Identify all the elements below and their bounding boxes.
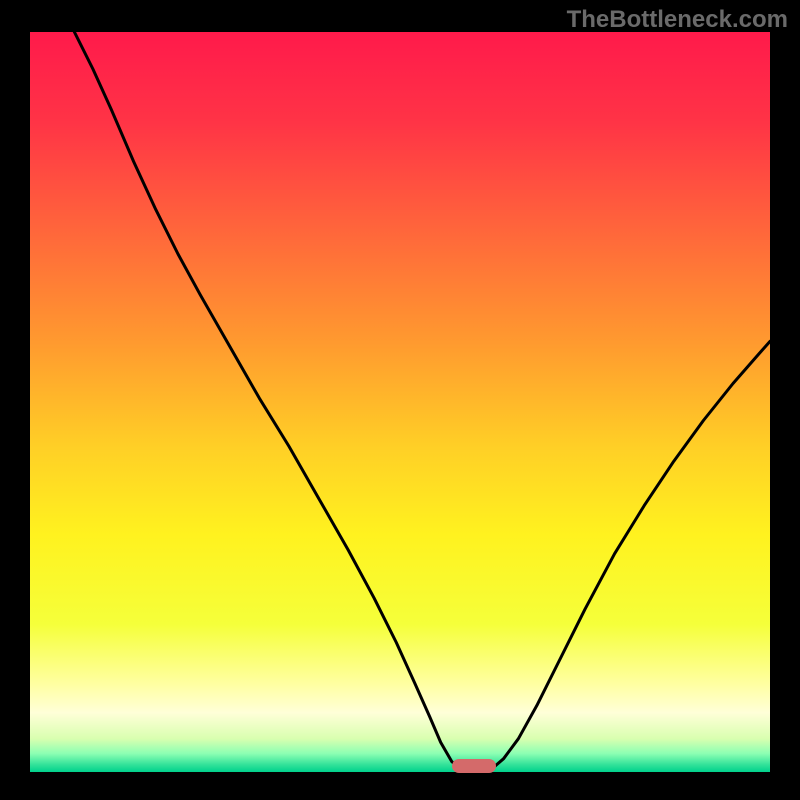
bottleneck-curve-path (74, 32, 770, 772)
plot-area (30, 32, 770, 772)
optimum-marker (452, 759, 496, 774)
bottleneck-curve-svg (30, 32, 770, 772)
watermark-text: TheBottleneck.com (567, 6, 788, 34)
